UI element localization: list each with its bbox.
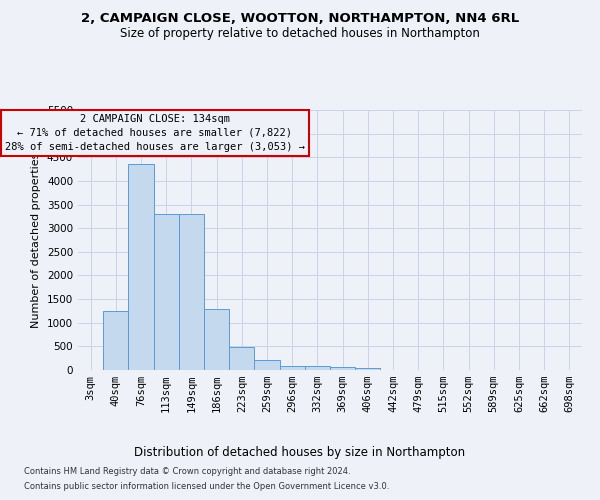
Text: Size of property relative to detached houses in Northampton: Size of property relative to detached ho…: [120, 28, 480, 40]
Bar: [254, 360, 280, 370]
Bar: [229, 348, 254, 370]
Bar: [355, 368, 380, 370]
Bar: [305, 366, 330, 370]
Text: Distribution of detached houses by size in Northampton: Distribution of detached houses by size …: [134, 446, 466, 459]
Bar: [330, 367, 355, 370]
Text: Contains public sector information licensed under the Open Government Licence v3: Contains public sector information licen…: [24, 482, 389, 491]
Text: 2 CAMPAIGN CLOSE: 134sqm
← 71% of detached houses are smaller (7,822)
28% of sem: 2 CAMPAIGN CLOSE: 134sqm ← 71% of detach…: [5, 114, 305, 152]
Bar: [204, 310, 229, 370]
Bar: [154, 214, 179, 370]
Y-axis label: Number of detached properties: Number of detached properties: [31, 152, 41, 328]
Bar: [103, 311, 128, 370]
Text: Contains HM Land Registry data © Crown copyright and database right 2024.: Contains HM Land Registry data © Crown c…: [24, 467, 350, 476]
Text: 2, CAMPAIGN CLOSE, WOOTTON, NORTHAMPTON, NN4 6RL: 2, CAMPAIGN CLOSE, WOOTTON, NORTHAMPTON,…: [81, 12, 519, 26]
Bar: [128, 164, 154, 370]
Bar: [179, 214, 204, 370]
Bar: [280, 366, 305, 370]
